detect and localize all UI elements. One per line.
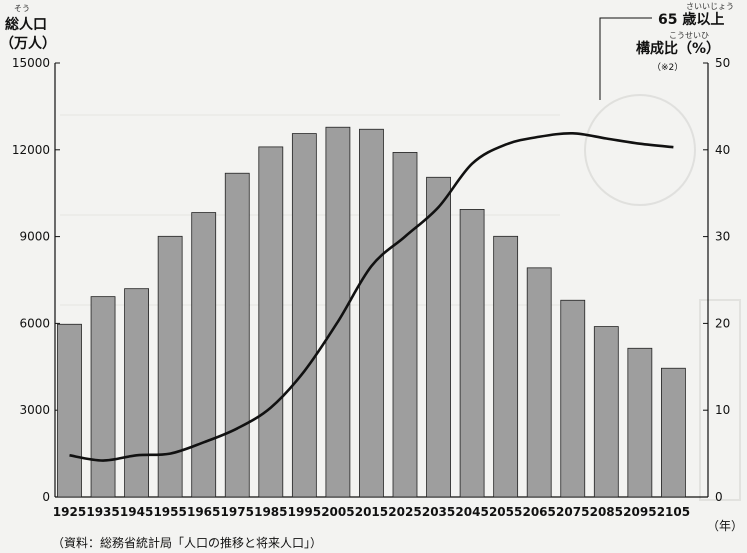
left-tick-label: 6000: [19, 316, 50, 330]
x-tick-label: 1955: [153, 505, 186, 519]
right-tick-label: 40: [715, 143, 730, 157]
x-tick-label: 1995: [288, 505, 321, 519]
x-tick-label: 1975: [221, 505, 254, 519]
x-axis-ticks: 1925 1935 1945 1955 1965 1975 1985 1995 2005 2015…: [53, 505, 690, 519]
right-axis-ruby-2: こうせいひ: [669, 31, 709, 40]
x-tick-label: 2105: [657, 505, 690, 519]
bar-2005: [325, 126, 351, 498]
bar-1925: [57, 323, 82, 498]
bar-2105: [661, 367, 686, 498]
x-tick-label: 2095: [623, 505, 656, 519]
bar-1955: [157, 235, 183, 498]
x-tick-label: 2055: [489, 505, 522, 519]
bar-series: [57, 126, 686, 498]
left-tick-label: 0: [42, 490, 50, 504]
bar-2045: [459, 209, 485, 498]
x-tick-label: 2035: [422, 505, 455, 519]
right-tick-label: 0: [715, 490, 723, 504]
right-tick-label: 10: [715, 403, 730, 417]
right-axis-note: （※2）: [652, 62, 683, 73]
bar-2085: [593, 326, 619, 498]
x-tick-label: 1935: [86, 505, 119, 519]
x-tick-label: 2025: [388, 505, 421, 519]
x-tick-label: 2085: [590, 505, 623, 519]
right-tick-label: 50: [715, 56, 730, 70]
x-tick-label: 2075: [556, 505, 589, 519]
x-tick-label: 2015: [355, 505, 388, 519]
left-tick-label: 15000: [12, 56, 50, 70]
x-tick-label: 2065: [522, 505, 555, 519]
bar-2095: [627, 347, 653, 498]
aging-rate-line: [69, 131, 674, 462]
bar-1965: [191, 212, 217, 498]
x-tick-label: 1965: [187, 505, 220, 519]
left-tick-label: 9000: [19, 230, 50, 244]
bar-2065: [526, 267, 552, 498]
right-tick-label: 30: [715, 230, 730, 244]
callout-line: [599, 17, 652, 100]
right-axis-label-line1: 65 歳以上: [658, 11, 724, 28]
x-tick-label: 2045: [455, 505, 488, 519]
right-axis-ticks: 0 10 20 30 40 50: [703, 56, 730, 504]
bar-2025: [392, 152, 418, 498]
bar-2035: [426, 176, 451, 498]
bar-2075: [560, 299, 586, 498]
right-axis-ruby-1: さいいじょう: [686, 2, 734, 11]
line-series: [69, 131, 674, 462]
left-axis-ticks: 0 3000 6000 9000 12000 15000: [12, 56, 60, 504]
bar-1975: [224, 172, 250, 498]
x-tick-label: 1945: [120, 505, 153, 519]
bar-2055: [493, 235, 519, 498]
x-tick-label: 1925: [53, 505, 86, 519]
bar-1985: [258, 146, 284, 498]
bar-1935: [90, 296, 116, 498]
bar-1945: [124, 288, 149, 498]
bar-1995: [291, 133, 317, 498]
left-tick-label: 12000: [12, 143, 50, 157]
right-tick-label: 20: [715, 316, 730, 330]
right-axis-label-line2: 構成比（%）: [636, 40, 720, 57]
left-axis-ruby: そう: [14, 4, 30, 13]
left-tick-label: 3000: [19, 403, 50, 417]
x-axis-unit: （年）: [707, 519, 743, 533]
left-axis-label-line2: （万人）: [0, 35, 56, 52]
source-note: （資料：総務省統計局「人口の推移と将来人口」）: [52, 535, 322, 550]
x-tick-label: 1985: [254, 505, 287, 519]
x-tick-label: 2005: [321, 505, 354, 519]
bar-2015: [359, 128, 384, 498]
left-axis-label-line1: 総人口: [5, 16, 47, 33]
